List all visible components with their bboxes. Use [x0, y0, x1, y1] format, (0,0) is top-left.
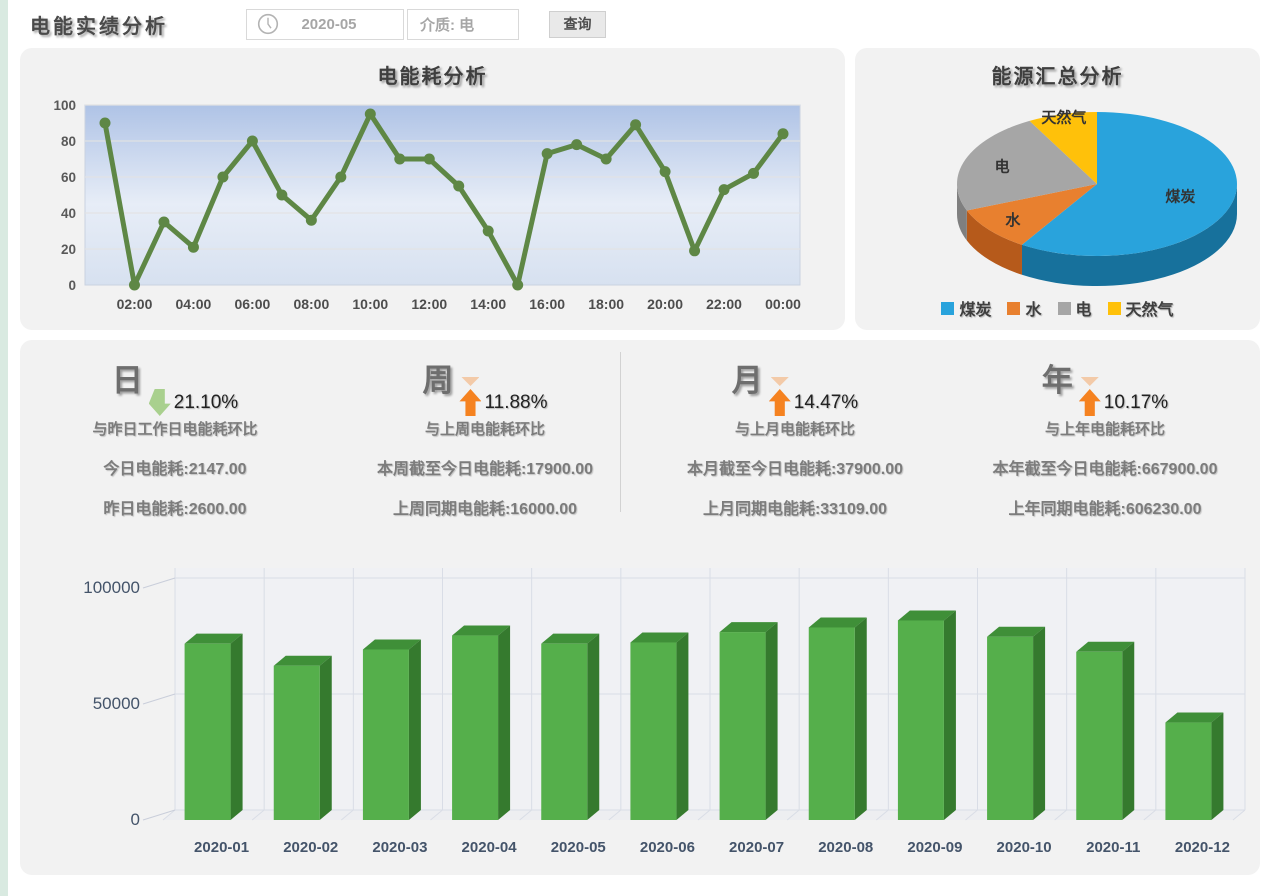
legend-item: 水 — [1007, 296, 1042, 320]
up-arrow-icon — [1078, 377, 1102, 416]
svg-text:2020-06: 2020-06 — [640, 839, 695, 856]
svg-text:水: 水 — [1005, 211, 1021, 229]
legend-swatch — [941, 301, 955, 315]
stat-week-title: 周 — [422, 363, 454, 398]
medium-value: 介质: 电 — [420, 16, 475, 34]
svg-text:2020-03: 2020-03 — [372, 839, 427, 856]
svg-text:12:00: 12:00 — [411, 296, 447, 312]
legend-item: 电 — [1057, 296, 1092, 320]
svg-text:2020-05: 2020-05 — [551, 839, 606, 856]
stat-week-line2: 上周同期电能耗:16000.00 — [392, 501, 578, 518]
left-edge-strip — [0, 0, 8, 896]
svg-text:50000: 50000 — [93, 694, 140, 713]
pie-chart-card: 能源汇总分析 煤炭水电天然气 煤炭水电天然气 — [855, 48, 1260, 330]
legend-item: 煤炭 — [941, 296, 991, 320]
stat-week-line1: 本周截至今日电能耗:17900.00 — [376, 461, 594, 478]
stat-year-title: 年 — [1041, 363, 1073, 398]
stats-row: 日 21.10% 与昨日工作日电能耗环比 今日电能耗:2147.00 昨日电能耗… — [20, 340, 1260, 525]
svg-text:天然气: 天然气 — [1041, 109, 1086, 127]
legend-item: 天然气 — [1107, 296, 1174, 320]
legend-swatch — [1057, 301, 1071, 315]
date-input[interactable]: 2020-05 — [246, 8, 404, 40]
svg-text:2020-08: 2020-08 — [818, 839, 873, 856]
svg-text:16:00: 16:00 — [529, 296, 565, 312]
page-title: 电能实绩分析 — [30, 15, 168, 38]
stat-year-label: 与上年电能耗环比 — [1044, 421, 1165, 438]
svg-text:2020-11: 2020-11 — [1086, 839, 1140, 856]
date-value: 2020-05 — [301, 15, 357, 33]
svg-text:02:00: 02:00 — [117, 296, 153, 312]
stat-day-line1: 今日电能耗:2147.00 — [103, 461, 247, 478]
stat-week-percent: 11.88% — [484, 392, 548, 413]
stat-day-title: 日 — [111, 363, 143, 398]
up-arrow-icon — [458, 377, 482, 416]
stat-year-percent: 10.17% — [1103, 392, 1169, 413]
stat-year: 年 10.17% 与上年电能耗环比 本年截至今日电能耗:667900.00 上年… — [950, 352, 1260, 525]
svg-text:18:00: 18:00 — [588, 296, 624, 312]
stat-day-label: 与昨日工作日电能耗环比 — [92, 421, 258, 438]
svg-text:煤炭: 煤炭 — [1165, 187, 1195, 205]
clock-icon — [257, 13, 279, 35]
stats-divider — [620, 352, 621, 512]
stat-month: 月 14.47% 与上月电能耗环比 本月截至今日电能耗:37900.00 上月同… — [640, 352, 950, 525]
bar-chart: 0 50000 100000 2020-01 2020-02 2020-03 2020-04… — [40, 530, 1260, 875]
line-chart-card: 电能耗分析 0 20 40 60 80 100 02:00 04:00 06:00 08:00 10… — [20, 48, 845, 330]
svg-text:电: 电 — [995, 157, 1010, 175]
line-chart-title: 电能耗分析 — [377, 66, 488, 88]
stat-day-percent: 21.10% — [173, 392, 239, 413]
svg-text:40: 40 — [61, 206, 76, 221]
stat-month-percent: 14.47% — [793, 392, 859, 413]
svg-text:2020-10: 2020-10 — [997, 839, 1052, 856]
svg-text:10:00: 10:00 — [352, 296, 388, 312]
svg-text:2020-01: 2020-01 — [194, 839, 249, 856]
svg-text:2020-02: 2020-02 — [283, 839, 338, 856]
stat-month-line1: 本月截至今日电能耗:37900.00 — [686, 461, 904, 478]
svg-text:0: 0 — [131, 810, 140, 829]
svg-text:100000: 100000 — [83, 578, 140, 597]
svg-text:22:00: 22:00 — [706, 296, 742, 312]
legend-swatch — [1007, 301, 1021, 315]
svg-text:60: 60 — [61, 170, 76, 185]
svg-text:80: 80 — [61, 134, 76, 149]
svg-text:20:00: 20:00 — [647, 296, 683, 312]
stat-year-line1: 本年截至今日电能耗:667900.00 — [992, 461, 1218, 478]
svg-text:06:00: 06:00 — [234, 296, 270, 312]
pie-legend: 煤炭水电天然气 — [855, 296, 1260, 320]
svg-text:2020-12: 2020-12 — [1175, 839, 1230, 856]
pie-chart: 煤炭水电天然气 — [855, 48, 1260, 330]
query-button[interactable]: 查询 — [549, 10, 606, 38]
down-arrow-icon — [148, 386, 172, 416]
svg-text:14:00: 14:00 — [470, 296, 506, 312]
header: 电能实绩分析 2020-05 介质: 电 查询 — [8, 0, 1280, 48]
svg-text:2020-07: 2020-07 — [729, 839, 784, 856]
medium-input[interactable]: 介质: 电 — [407, 8, 519, 40]
stats-and-bar-card: 日 21.10% 与昨日工作日电能耗环比 今日电能耗:2147.00 昨日电能耗… — [20, 340, 1260, 875]
svg-text:2020-04: 2020-04 — [462, 839, 518, 856]
stat-day: 日 21.10% 与昨日工作日电能耗环比 今日电能耗:2147.00 昨日电能耗… — [20, 352, 330, 525]
svg-text:20: 20 — [61, 242, 76, 257]
svg-text:00:00: 00:00 — [765, 296, 801, 312]
stat-month-title: 月 — [731, 363, 763, 398]
svg-text:2020-09: 2020-09 — [907, 839, 962, 856]
stat-day-line2: 昨日电能耗:2600.00 — [103, 501, 247, 518]
stat-month-line2: 上月同期电能耗:33109.00 — [702, 501, 888, 518]
stat-week: 周 11.88% 与上周电能耗环比 本周截至今日电能耗:17900.00 上周同… — [330, 352, 640, 525]
pie-chart-title: 能源汇总分析 — [991, 66, 1124, 88]
stat-month-label: 与上月电能耗环比 — [734, 421, 855, 438]
up-arrow-icon — [768, 377, 792, 416]
svg-text:100: 100 — [53, 98, 76, 113]
line-chart: 0 20 40 60 80 100 02:00 04:00 06:00 08:00 10:00 12:… — [20, 93, 845, 330]
svg-text:08:00: 08:00 — [293, 296, 329, 312]
stat-year-line2: 上年同期电能耗:606230.00 — [1008, 501, 1202, 518]
svg-text:0: 0 — [68, 278, 76, 293]
legend-swatch — [1107, 301, 1121, 315]
stat-week-label: 与上周电能耗环比 — [424, 421, 545, 438]
svg-text:04:00: 04:00 — [176, 296, 212, 312]
